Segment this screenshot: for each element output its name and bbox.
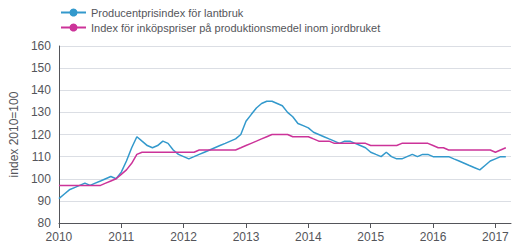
svg-text:110: 110 (32, 150, 51, 164)
svg-text:2013: 2013 (233, 230, 260, 244)
svg-text:Index för inköpspriser på prod: Index för inköpspriser på produktionsmed… (91, 22, 380, 34)
svg-text:150: 150 (31, 61, 51, 75)
svg-text:2012: 2012 (170, 230, 197, 244)
svg-text:140: 140 (31, 83, 51, 97)
svg-text:2011: 2011 (108, 230, 134, 244)
svg-text:100: 100 (31, 172, 51, 186)
svg-text:90: 90 (38, 194, 52, 208)
svg-text:130: 130 (31, 105, 51, 119)
svg-text:2017: 2017 (482, 230, 509, 244)
svg-text:160: 160 (31, 39, 51, 53)
svg-text:80: 80 (38, 216, 52, 230)
svg-text:index 2010=100: index 2010=100 (7, 91, 21, 177)
svg-text:2015: 2015 (357, 230, 384, 244)
svg-text:120: 120 (31, 128, 51, 142)
svg-text:2016: 2016 (420, 230, 447, 244)
svg-text:Producentprisindex för lantbru: Producentprisindex för lantbruk (91, 7, 244, 19)
svg-text:2010: 2010 (46, 230, 73, 244)
svg-text:2014: 2014 (295, 230, 322, 244)
